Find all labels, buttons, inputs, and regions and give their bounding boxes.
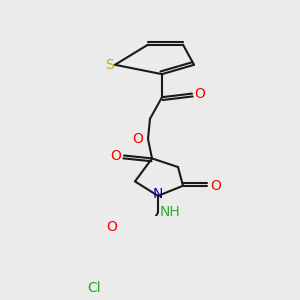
Text: O: O <box>111 148 122 163</box>
Text: Cl: Cl <box>87 281 101 295</box>
Text: O: O <box>195 87 206 100</box>
Text: S: S <box>105 58 113 72</box>
Text: O: O <box>133 132 143 146</box>
Text: N: N <box>153 188 163 201</box>
Text: O: O <box>106 220 117 234</box>
Text: O: O <box>211 179 221 193</box>
Text: NH: NH <box>160 206 180 219</box>
